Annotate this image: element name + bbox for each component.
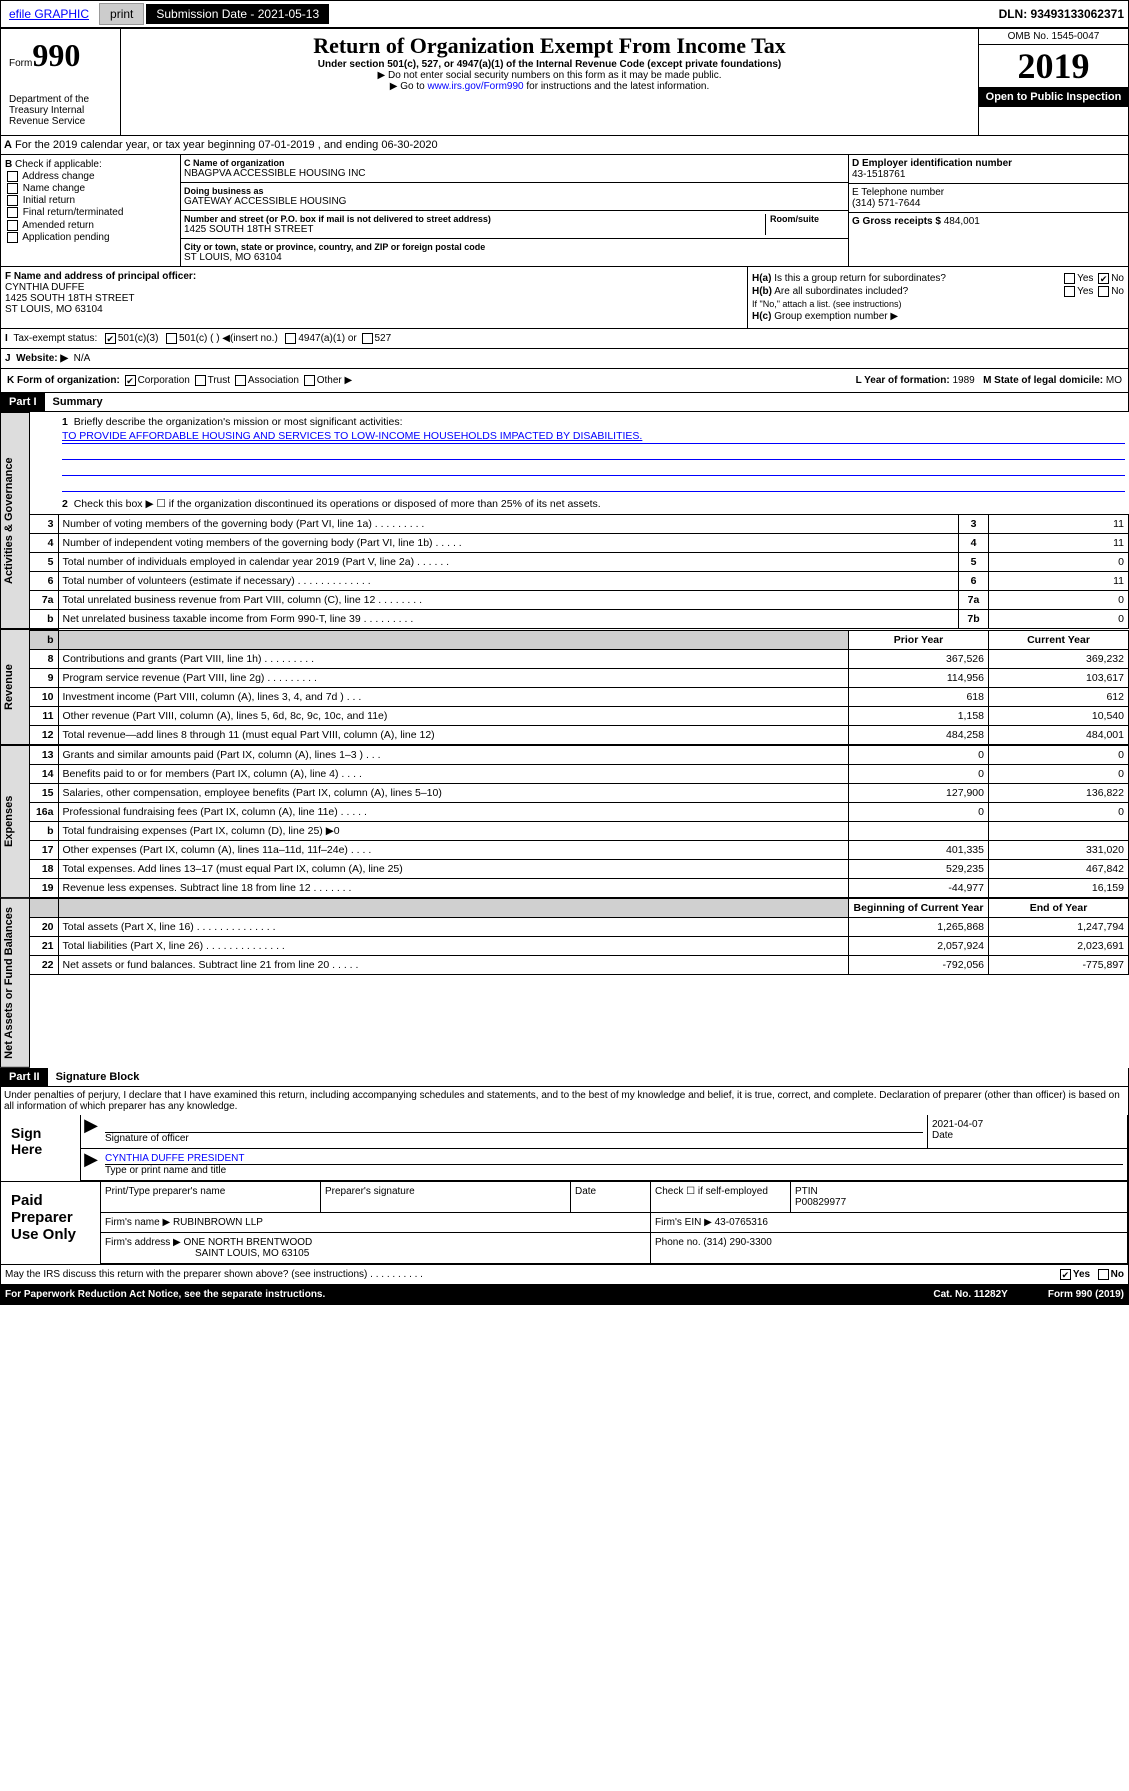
phone: (314) 571-7644 xyxy=(852,198,1125,209)
efile-link[interactable]: efile GRAPHIC xyxy=(1,3,97,25)
part1-header: Part ISummary xyxy=(0,393,1129,412)
vtab-governance: Activities & Governance xyxy=(0,412,30,629)
form-word: Form xyxy=(9,58,32,69)
form-header: Form990 Department of the Treasury Inter… xyxy=(0,28,1129,136)
firm-name: RUBINBROWN LLP xyxy=(173,1217,263,1228)
cb-initial[interactable]: Initial return xyxy=(5,195,176,206)
ein: 43-1518761 xyxy=(852,169,1125,180)
officer-name: CYNTHIA DUFFE xyxy=(5,282,84,293)
arrow-icon: ▶ xyxy=(81,1115,101,1148)
form-number-block: Form990 Department of the Treasury Inter… xyxy=(1,29,121,135)
street: 1425 SOUTH 18TH STREET xyxy=(184,224,765,235)
dln: DLN: 93493133062371 xyxy=(995,3,1128,25)
bcde-block: B Check if applicable: Address change Na… xyxy=(0,155,1129,267)
dept-label: Department of the Treasury Internal Reve… xyxy=(9,94,112,127)
year-block: OMB No. 1545-0047 2019 Open to Public In… xyxy=(978,29,1128,135)
form-number: 990 xyxy=(32,37,80,73)
revenue-section: Revenue bPrior YearCurrent Year8Contribu… xyxy=(0,629,1129,745)
net-table: Beginning of Current YearEnd of Year20To… xyxy=(30,898,1129,975)
line-a: A For the 2019 calendar year, or tax yea… xyxy=(0,136,1129,155)
tax-year: 2019 xyxy=(979,45,1128,87)
sign-block: Sign Here ▶ Signature of officer 2021-04… xyxy=(0,1115,1129,1182)
firm-ein: 43-0765316 xyxy=(715,1217,768,1228)
ssn-note: ▶ Do not enter social security numbers o… xyxy=(125,70,974,81)
website: N/A xyxy=(74,353,91,364)
domicile: MO xyxy=(1106,375,1122,386)
arrow-icon: ▶ xyxy=(81,1149,101,1180)
vtab-netassets: Net Assets or Fund Balances xyxy=(0,898,30,1068)
vtab-revenue: Revenue xyxy=(0,629,30,745)
h-block: H(a) Is this a group return for subordin… xyxy=(748,267,1128,328)
ptin: P00829977 xyxy=(795,1197,846,1208)
cb-name[interactable]: Name change xyxy=(5,183,176,194)
omb-number: OMB No. 1545-0047 xyxy=(979,29,1128,45)
cb-pending[interactable]: Application pending xyxy=(5,232,176,243)
firm-phone: (314) 290-3300 xyxy=(703,1237,771,1248)
expenses-section: Expenses 13Grants and similar amounts pa… xyxy=(0,745,1129,898)
governance-section: Activities & Governance 1 Briefly descri… xyxy=(0,412,1129,629)
sign-date: 2021-04-07 xyxy=(932,1119,1123,1130)
year-formed: 1989 xyxy=(952,375,974,386)
submission-date: Submission Date - 2021-05-13 xyxy=(146,4,329,24)
tax-status-row: I Tax-exempt status: ✔ 501(c)(3) 501(c) … xyxy=(0,329,1129,349)
k-row: K Form of organization: ✔ Corporation Tr… xyxy=(0,369,1129,393)
officer-sig[interactable]: CYNTHIA DUFFE PRESIDENT xyxy=(105,1153,244,1164)
gov-table: 3Number of voting members of the governi… xyxy=(30,514,1129,629)
title-block: Return of Organization Exempt From Incom… xyxy=(121,29,978,135)
paid-preparer-block: Paid Preparer Use Only Print/Type prepar… xyxy=(0,1182,1129,1265)
form-ref: Form 990 (2019) xyxy=(1048,1289,1124,1300)
rev-table: bPrior YearCurrent Year8Contributions an… xyxy=(30,629,1129,745)
form-title: Return of Organization Exempt From Incom… xyxy=(125,33,974,59)
fgh-row: F Name and address of principal officer:… xyxy=(0,267,1129,329)
mission-text[interactable]: TO PROVIDE AFFORDABLE HOUSING AND SERVIC… xyxy=(62,430,642,442)
top-toolbar: efile GRAPHIC print Submission Date - 20… xyxy=(0,0,1129,28)
city: ST LOUIS, MO 63104 xyxy=(184,252,845,263)
cb-amended[interactable]: Amended return xyxy=(5,220,176,231)
cb-final[interactable]: Final return/terminated xyxy=(5,207,176,218)
vtab-expenses: Expenses xyxy=(0,745,30,898)
goto-note: ▶ Go to www.irs.gov/Form990 for instruct… xyxy=(125,81,974,92)
cat-no: Cat. No. 11282Y xyxy=(933,1289,1007,1300)
part2-header: Part IISignature Block xyxy=(0,1068,1129,1087)
form-subtitle: Under section 501(c), 527, or 4947(a)(1)… xyxy=(125,59,974,70)
irs-link[interactable]: www.irs.gov/Form990 xyxy=(427,81,523,92)
f-block: F Name and address of principal officer:… xyxy=(1,267,748,328)
print-button[interactable]: print xyxy=(99,3,144,25)
col-b: B Check if applicable: Address change Na… xyxy=(1,155,181,266)
discuss-row: May the IRS discuss this return with the… xyxy=(0,1265,1129,1285)
col-de: D Employer identification number43-15187… xyxy=(848,155,1128,266)
footer-bar: For Paperwork Reduction Act Notice, see … xyxy=(0,1285,1129,1305)
penalty-text: Under penalties of perjury, I declare th… xyxy=(0,1087,1129,1115)
netassets-section: Net Assets or Fund Balances Beginning of… xyxy=(0,898,1129,1068)
open-public: Open to Public Inspection xyxy=(979,87,1128,107)
col-c: C Name of organizationNBAGPVA ACCESSIBLE… xyxy=(181,155,848,266)
website-row: J Website: ▶ N/A xyxy=(0,349,1129,369)
cb-address[interactable]: Address change xyxy=(5,171,176,182)
exp-table: 13Grants and similar amounts paid (Part … xyxy=(30,745,1129,898)
mission-block: 1 Briefly describe the organization's mi… xyxy=(30,412,1129,514)
org-name: NBAGPVA ACCESSIBLE HOUSING INC xyxy=(184,168,845,179)
sign-here-label: Sign Here xyxy=(1,1115,81,1181)
gross-receipts: 484,001 xyxy=(944,216,980,227)
paid-label: Paid Preparer Use Only xyxy=(1,1182,101,1264)
dba: GATEWAY ACCESSIBLE HOUSING xyxy=(184,196,845,207)
firm-addr: ONE NORTH BRENTWOOD xyxy=(184,1237,313,1248)
